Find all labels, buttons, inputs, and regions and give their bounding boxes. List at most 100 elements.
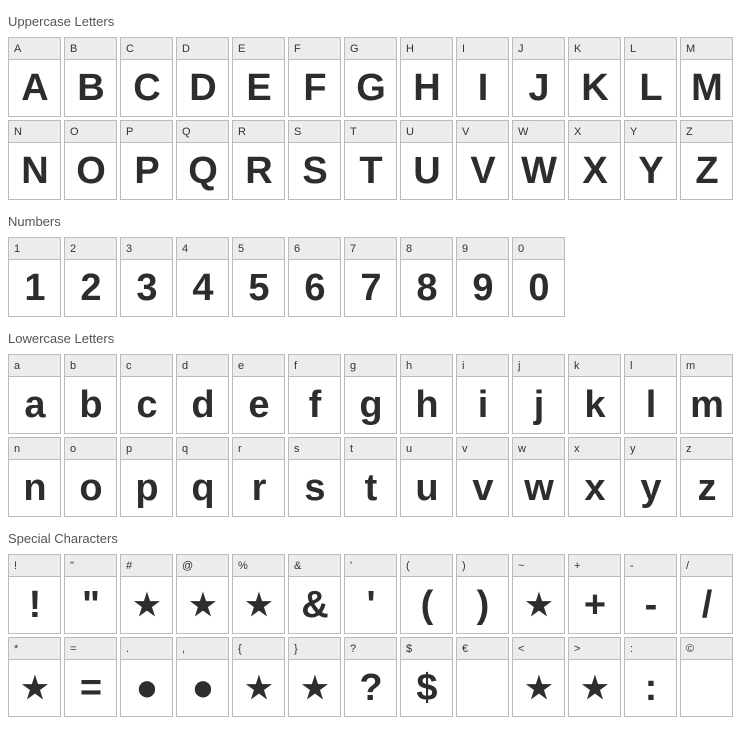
char-cell[interactable]: NN [8,120,61,200]
char-cell[interactable]: CC [120,37,173,117]
char-cell[interactable]: $$ [400,637,453,717]
char-cell[interactable]: 44 [176,237,229,317]
char-cell[interactable]: ll [624,354,677,434]
char-glyph: & [289,577,340,633]
char-label: i [457,355,508,377]
char-cell[interactable]: tt [344,437,397,517]
char-cell[interactable]: *★ [8,637,61,717]
char-cell[interactable]: mm [680,354,733,434]
char-cell[interactable]: // [680,554,733,634]
char-cell[interactable]: rr [232,437,285,517]
char-cell[interactable]: 77 [344,237,397,317]
char-label: X [569,121,620,143]
char-cell[interactable]: :: [624,637,677,717]
char-cell[interactable]: }★ [288,637,341,717]
char-cell[interactable]: SS [288,120,341,200]
char-label: Z [681,121,732,143]
char-cell[interactable]: %★ [232,554,285,634]
char-label: T [345,121,396,143]
char-cell[interactable]: {★ [232,637,285,717]
char-cell[interactable]: == [64,637,117,717]
char-cell[interactable]: zz [680,437,733,517]
char-cell[interactable]: ~★ [512,554,565,634]
char-cell[interactable]: PP [120,120,173,200]
char-cell[interactable]: YY [624,120,677,200]
char-cell[interactable]: ZZ [680,120,733,200]
char-cell[interactable]: bb [64,354,117,434]
char-cell[interactable]: FF [288,37,341,117]
char-cell[interactable]: MM [680,37,733,117]
char-cell[interactable]: (( [400,554,453,634]
char-cell[interactable]: LL [624,37,677,117]
char-cell[interactable]: UU [400,120,453,200]
char-cell[interactable]: cc [120,354,173,434]
char-cell[interactable]: ff [288,354,341,434]
char-cell[interactable]: pp [120,437,173,517]
char-cell[interactable]: qq [176,437,229,517]
char-cell[interactable]: 22 [64,237,117,317]
char-cell[interactable]: WW [512,120,565,200]
char-cell[interactable]: XX [568,120,621,200]
char-cell[interactable]: nn [8,437,61,517]
char-cell[interactable]: © [680,637,733,717]
char-cell[interactable]: 00 [512,237,565,317]
char-cell[interactable]: 11 [8,237,61,317]
char-cell[interactable]: .● [120,637,173,717]
char-cell[interactable]: #★ [120,554,173,634]
char-glyph: K [569,60,620,116]
char-cell[interactable]: 55 [232,237,285,317]
char-cell[interactable]: QQ [176,120,229,200]
char-cell[interactable]: RR [232,120,285,200]
char-cell[interactable]: ii [456,354,509,434]
char-cell[interactable]: 88 [400,237,453,317]
char-cell[interactable]: OO [64,120,117,200]
char-cell[interactable]: TT [344,120,397,200]
char-cell[interactable]: hh [400,354,453,434]
section-title: Lowercase Letters [8,331,740,346]
char-cell[interactable]: ww [512,437,565,517]
char-cell[interactable]: 99 [456,237,509,317]
char-cell[interactable]: vv [456,437,509,517]
char-label: n [9,438,60,460]
char-cell[interactable]: DD [176,37,229,117]
char-cell[interactable]: 33 [120,237,173,317]
char-glyph: + [569,577,620,633]
char-cell[interactable]: yy [624,437,677,517]
char-cell[interactable]: BB [64,37,117,117]
char-cell[interactable]: ss [288,437,341,517]
char-cell[interactable]: jj [512,354,565,434]
char-cell[interactable]: GG [344,37,397,117]
char-cell[interactable]: uu [400,437,453,517]
char-cell[interactable]: oo [64,437,117,517]
char-cell[interactable]: '' [344,554,397,634]
char-cell[interactable]: "" [64,554,117,634]
char-cell[interactable]: xx [568,437,621,517]
char-cell[interactable]: EE [232,37,285,117]
char-cell[interactable]: VV [456,120,509,200]
char-cell[interactable]: € [456,637,509,717]
char-cell[interactable]: II [456,37,509,117]
char-cell[interactable]: ++ [568,554,621,634]
char-cell[interactable]: -- [624,554,677,634]
char-cell[interactable]: AA [8,37,61,117]
char-cell[interactable]: && [288,554,341,634]
char-cell[interactable]: >★ [568,637,621,717]
char-cell[interactable]: ,● [176,637,229,717]
char-cell[interactable]: HH [400,37,453,117]
char-cell[interactable]: @★ [176,554,229,634]
char-cell[interactable]: KK [568,37,621,117]
char-label: V [457,121,508,143]
char-cell[interactable]: JJ [512,37,565,117]
char-cell[interactable]: aa [8,354,61,434]
char-cell[interactable]: dd [176,354,229,434]
char-cell[interactable]: )) [456,554,509,634]
char-cell[interactable]: 66 [288,237,341,317]
char-cell[interactable]: <★ [512,637,565,717]
char-cell[interactable]: !! [8,554,61,634]
char-label: B [65,38,116,60]
char-cell[interactable]: ?? [344,637,397,717]
char-cell[interactable]: kk [568,354,621,434]
char-cell[interactable]: gg [344,354,397,434]
char-glyph: 3 [121,260,172,316]
char-cell[interactable]: ee [232,354,285,434]
